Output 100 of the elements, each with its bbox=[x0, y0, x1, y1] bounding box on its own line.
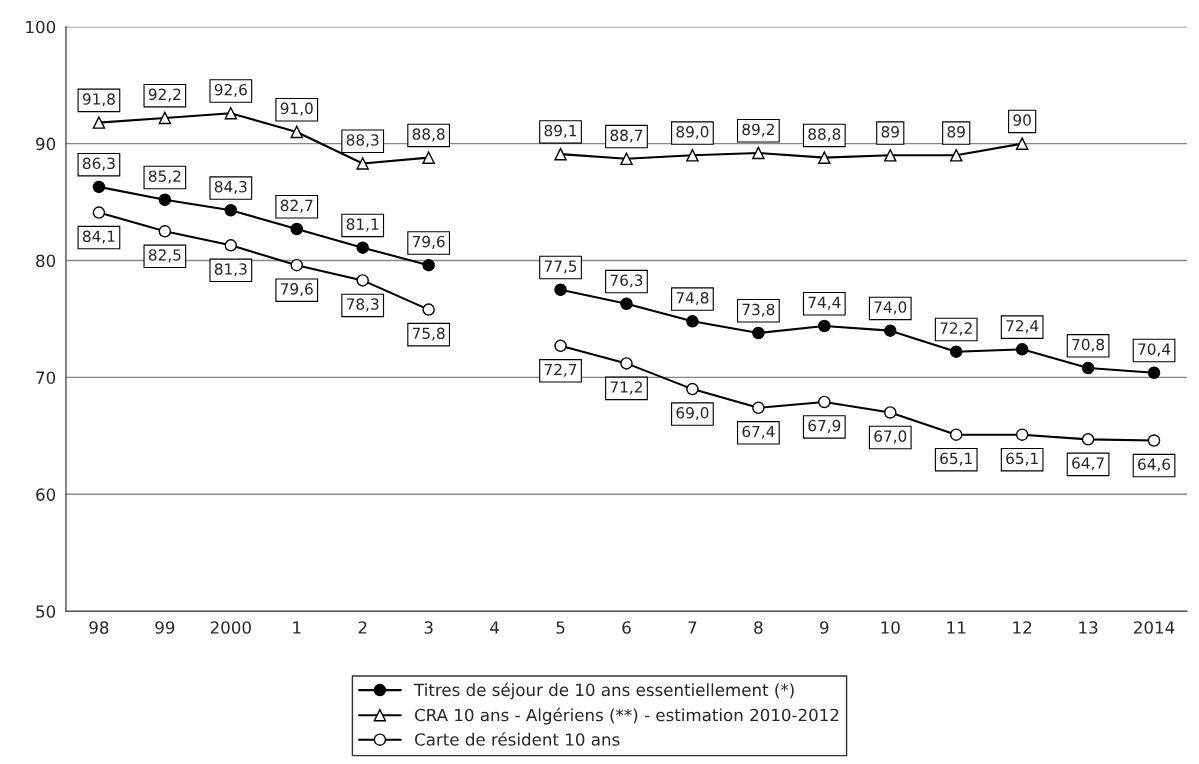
point bbox=[620, 297, 633, 311]
point bbox=[290, 222, 304, 236]
data-label: 71,2 bbox=[610, 381, 642, 395]
data-label: 88,8 bbox=[412, 128, 445, 142]
point bbox=[356, 241, 369, 254]
point bbox=[818, 151, 831, 164]
data-label: 70,4 bbox=[1138, 343, 1171, 357]
point bbox=[422, 303, 435, 316]
point bbox=[92, 180, 106, 194]
data-label: 69,0 bbox=[676, 406, 709, 421]
data-label: 84,3 bbox=[214, 180, 247, 195]
point bbox=[686, 315, 699, 328]
data-label: 81,1 bbox=[346, 218, 379, 232]
y-tick-label: 70 bbox=[36, 371, 56, 384]
x-tick-label: 10 bbox=[881, 621, 900, 634]
point bbox=[290, 125, 304, 139]
point bbox=[1015, 428, 1029, 441]
data-label: 72,2 bbox=[940, 322, 972, 336]
data-label: 65,1 bbox=[1006, 452, 1038, 466]
point bbox=[422, 151, 435, 164]
data-label: 92,2 bbox=[148, 88, 181, 102]
legend-label: Titres de séjour de 10 ans essentiellement (*) bbox=[414, 682, 794, 700]
x-tick-label: 12 bbox=[1013, 621, 1032, 634]
point bbox=[949, 345, 963, 358]
data-label: 79,6 bbox=[281, 283, 313, 297]
data-label: 90 bbox=[1013, 114, 1031, 126]
point bbox=[554, 283, 567, 296]
point bbox=[620, 152, 633, 166]
point bbox=[752, 326, 765, 340]
x-tick-label: 3 bbox=[424, 621, 433, 634]
x-tick-label: 11 bbox=[947, 621, 966, 634]
point bbox=[1081, 433, 1095, 446]
data-label: 64,7 bbox=[1072, 457, 1104, 471]
point bbox=[1081, 361, 1095, 375]
x-tick-label: 2000 bbox=[210, 621, 251, 634]
point bbox=[620, 357, 633, 370]
data-label: 85,2 bbox=[148, 170, 181, 184]
data-label: 89,1 bbox=[544, 124, 577, 138]
point bbox=[224, 204, 238, 217]
point bbox=[554, 147, 567, 161]
data-label: 91,0 bbox=[280, 102, 313, 116]
point bbox=[752, 401, 765, 415]
data-label: 89,0 bbox=[676, 125, 709, 140]
point bbox=[224, 106, 238, 120]
point bbox=[1147, 366, 1161, 379]
x-tick-label: 2 bbox=[358, 621, 367, 634]
point bbox=[884, 149, 897, 162]
legend-label: CRA 10 ans - Algériens (**) - estimation 2010-2012 bbox=[415, 707, 839, 725]
y-tick-label: 100 bbox=[26, 20, 56, 34]
data-label: 67,4 bbox=[742, 425, 775, 439]
x-tick-label: 6 bbox=[622, 621, 631, 634]
data-label: 78,3 bbox=[346, 298, 379, 312]
x-tick-label: 4 bbox=[490, 621, 499, 634]
point bbox=[356, 157, 369, 170]
point bbox=[884, 324, 897, 337]
x-tick-label: 98 bbox=[89, 621, 109, 634]
point bbox=[158, 225, 172, 238]
data-label: 67,9 bbox=[808, 419, 841, 433]
data-label: 89 bbox=[881, 125, 899, 138]
point bbox=[686, 382, 699, 396]
point bbox=[818, 319, 831, 333]
x-tick-label: 8 bbox=[754, 621, 763, 634]
data-label: 70,8 bbox=[1072, 338, 1105, 352]
data-label: 75,8 bbox=[412, 327, 445, 341]
data-label: 72,4 bbox=[1006, 320, 1039, 334]
point bbox=[422, 258, 435, 272]
data-label: 77,5 bbox=[544, 260, 577, 274]
y-tick-label: 90 bbox=[36, 137, 56, 151]
data-label: 73,8 bbox=[742, 303, 775, 317]
data-label: 65,1 bbox=[940, 452, 972, 466]
point bbox=[290, 258, 304, 272]
point bbox=[554, 339, 567, 353]
x-tick-label: 1 bbox=[293, 621, 301, 634]
point bbox=[1015, 137, 1029, 150]
data-label: 82,5 bbox=[148, 249, 181, 263]
x-tick-label: 9 bbox=[820, 621, 829, 634]
x-tick-label: 7 bbox=[688, 621, 697, 634]
data-label: 76,3 bbox=[610, 274, 643, 288]
point bbox=[1147, 434, 1161, 447]
data-label: 92,6 bbox=[214, 83, 247, 98]
data-label: 81,3 bbox=[214, 263, 247, 277]
legend-label: Carte de résident 10 ans bbox=[415, 732, 620, 746]
data-label: 88,7 bbox=[610, 129, 643, 143]
data-label: 86,3 bbox=[82, 157, 115, 171]
data-label: 79,6 bbox=[412, 235, 445, 249]
y-tick-label: 60 bbox=[36, 488, 56, 501]
point bbox=[92, 206, 106, 219]
point bbox=[884, 406, 897, 419]
point bbox=[949, 428, 963, 441]
data-label: 74,8 bbox=[676, 291, 709, 306]
y-tick-label: 50 bbox=[36, 605, 56, 618]
data-label: 89,2 bbox=[742, 123, 774, 137]
data-label: 91,8 bbox=[82, 93, 115, 107]
data-label: 88,3 bbox=[346, 134, 379, 148]
point bbox=[158, 111, 172, 125]
point bbox=[949, 149, 963, 162]
point bbox=[224, 239, 238, 252]
y-tick-label: 80 bbox=[36, 254, 56, 268]
data-label: 67,0 bbox=[874, 430, 907, 444]
data-label: 72,7 bbox=[544, 363, 577, 377]
